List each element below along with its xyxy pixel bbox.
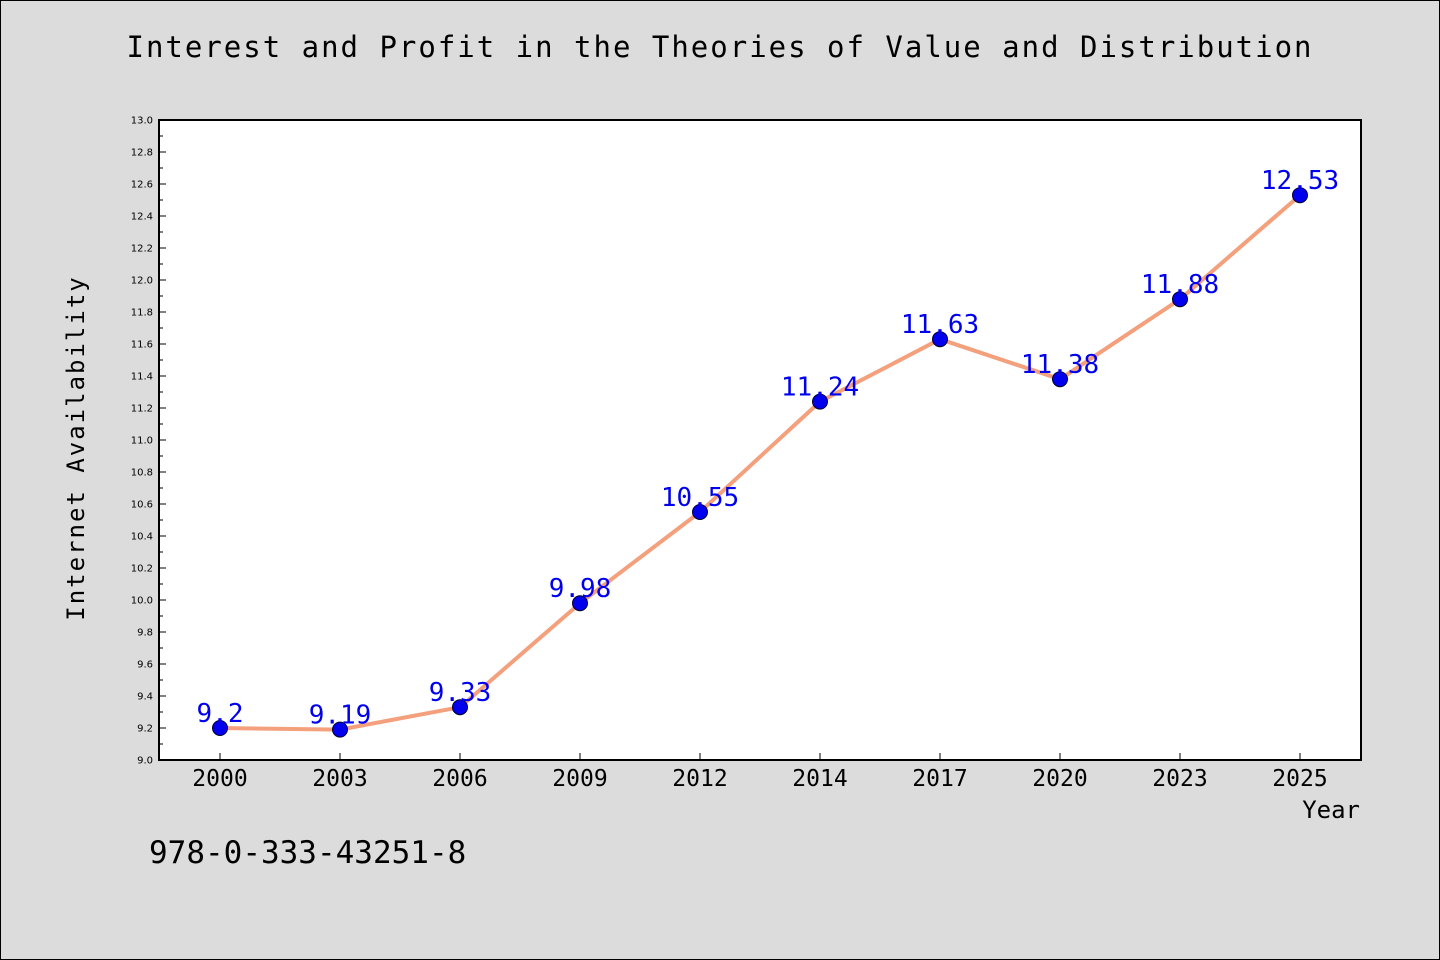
data-point (692, 504, 708, 520)
y-tick-label: 11.2 (131, 404, 153, 415)
y-tick-label: 12.2 (131, 244, 153, 255)
y-tick-label: 10.8 (131, 468, 153, 479)
y-tick-label: 11.0 (131, 436, 153, 447)
data-point (812, 393, 828, 410)
y-tick-label: 9.2 (137, 724, 153, 735)
y-tick-label: 12.4 (131, 212, 153, 223)
data-label: 11.63 (901, 310, 979, 340)
x-tick-label: 2003 (312, 766, 367, 792)
data-label: 10.55 (661, 483, 739, 513)
y-tick-label: 12.8 (131, 148, 153, 159)
x-tick-label: 2020 (1032, 766, 1087, 792)
data-point (1172, 291, 1188, 308)
data-label: 11.88 (1141, 270, 1219, 300)
data-label: 9.19 (309, 701, 372, 731)
y-tick-label: 9.6 (137, 660, 153, 671)
series-line (218, 193, 1302, 732)
data-point (452, 699, 468, 716)
x-tick-label: 2014 (792, 766, 847, 792)
x-tick-label: 2000 (192, 766, 247, 792)
data-label: 9.33 (429, 678, 492, 708)
data-point (1052, 371, 1068, 388)
y-tick-label: 11.6 (131, 340, 153, 351)
data-label: 11.38 (1021, 350, 1099, 380)
y-tick-label: 12.6 (131, 180, 153, 191)
data-label: 9.98 (549, 574, 612, 604)
y-tick-label: 11.8 (131, 308, 153, 319)
data-label: 9.2 (197, 699, 244, 729)
y-tick-label: 10.2 (131, 564, 153, 575)
y-tick-label: 10.0 (131, 596, 153, 607)
data-point (1292, 187, 1308, 204)
y-tick-label: 9.4 (137, 692, 153, 703)
y-tick-label: 11.4 (131, 372, 153, 383)
y-tick-label: 10.6 (131, 500, 153, 511)
x-axis-label: Year (1302, 796, 1360, 824)
data-point (932, 331, 948, 348)
isbn-code: 978-0-333-43251-8 (149, 835, 467, 871)
y-tick-label: 9.0 (137, 756, 153, 767)
x-tick-label: 2017 (912, 766, 967, 792)
x-tick-label: 2012 (672, 766, 727, 792)
x-tick-label: 2025 (1272, 766, 1327, 792)
x-tick-label: 2023 (1152, 766, 1207, 792)
y-tick-label: 9.8 (137, 628, 153, 639)
data-label: 12.53 (1261, 166, 1339, 196)
data-point (572, 595, 588, 612)
y-tick-label: 10.4 (131, 532, 153, 543)
y-tick-label: 13.0 (131, 116, 153, 127)
chart-title: Interest and Profit in the Theories of V… (126, 30, 1314, 64)
data-point (212, 720, 228, 736)
x-tick-label: 2009 (552, 766, 607, 792)
y-tick-label: 12.0 (131, 276, 153, 287)
plot-area (159, 120, 1361, 760)
x-tick-label: 2006 (432, 766, 487, 792)
data-point (332, 721, 348, 738)
data-label: 11.24 (781, 373, 859, 403)
